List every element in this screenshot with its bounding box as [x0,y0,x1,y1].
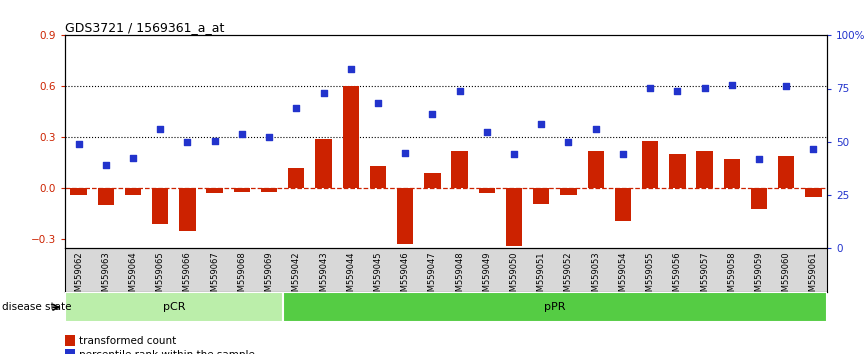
Bar [288,168,305,188]
Text: GSM559066: GSM559066 [183,251,192,302]
Point [153,126,167,132]
Bar [234,188,250,192]
Bar [125,188,141,195]
Point [561,139,575,145]
Text: GSM559052: GSM559052 [564,251,573,302]
Point [670,88,684,94]
Bar [506,188,522,246]
Point [99,162,113,167]
Bar [451,151,468,188]
Point [72,141,86,147]
Bar [724,159,740,188]
Bar [315,139,332,188]
Text: GSM559063: GSM559063 [101,251,110,302]
Bar [282,292,827,322]
Text: GSM559061: GSM559061 [809,251,818,302]
Point [180,139,194,145]
Bar [560,188,577,195]
Bar [152,188,168,224]
Bar [206,188,223,193]
Point [698,85,712,91]
Bar [642,141,658,188]
Bar [615,188,631,221]
Bar [424,173,441,188]
Text: GSM559048: GSM559048 [456,251,464,302]
Point [534,121,548,127]
Text: GSM559046: GSM559046 [401,251,410,302]
Bar [778,156,794,188]
Point [317,90,331,96]
Point [725,82,739,87]
Bar [479,188,495,193]
Text: GSM559050: GSM559050 [509,251,519,302]
Text: GSM559054: GSM559054 [618,251,627,302]
Bar [696,151,713,188]
Text: GSM559047: GSM559047 [428,251,436,302]
Bar [805,188,822,197]
Point [235,131,249,137]
Point [126,155,140,161]
Bar [65,292,282,322]
Point [208,138,222,144]
Text: GSM559069: GSM559069 [265,251,274,302]
Text: pCR: pCR [163,302,185,312]
Text: GSM559045: GSM559045 [373,251,383,302]
Text: percentile rank within the sample: percentile rank within the sample [79,350,255,354]
Point [398,150,412,155]
Text: GSM559044: GSM559044 [346,251,355,302]
Bar [669,154,686,188]
Bar [397,188,413,244]
Text: GSM559056: GSM559056 [673,251,682,302]
Text: GSM559051: GSM559051 [537,251,546,302]
Text: GSM559059: GSM559059 [754,251,764,302]
Point [453,88,467,94]
Text: GSM559053: GSM559053 [591,251,600,302]
Text: GSM559043: GSM559043 [319,251,328,302]
Text: GSM559049: GSM559049 [482,251,491,302]
Text: transformed count: transformed count [79,336,176,346]
Text: GSM559060: GSM559060 [782,251,791,302]
Bar [751,188,767,209]
Bar [98,188,114,205]
Point [589,126,603,132]
Point [616,152,630,157]
Point [425,111,439,116]
Bar [343,86,359,188]
Text: GSM559067: GSM559067 [210,251,219,302]
Point [371,101,385,106]
Point [752,156,766,162]
Text: GSM559042: GSM559042 [292,251,301,302]
Bar [179,188,196,231]
Point [289,105,303,111]
Bar [533,188,549,204]
Bar [70,188,87,195]
Text: GDS3721 / 1569361_a_at: GDS3721 / 1569361_a_at [65,21,224,34]
Text: GSM559058: GSM559058 [727,251,736,302]
Text: GSM559065: GSM559065 [156,251,165,302]
Text: GSM559062: GSM559062 [74,251,83,302]
Point [344,67,358,72]
Point [507,152,521,157]
Point [806,147,820,152]
Text: pPR: pPR [544,302,565,312]
Point [779,84,793,89]
Point [643,85,657,91]
Bar [370,166,386,188]
Text: GSM559057: GSM559057 [700,251,709,302]
Point [262,135,276,140]
Text: GSM559064: GSM559064 [128,251,138,302]
Text: disease state: disease state [2,302,71,312]
Bar [261,188,277,192]
Text: GSM559055: GSM559055 [646,251,655,302]
Bar [587,151,604,188]
Text: GSM559068: GSM559068 [237,251,246,302]
Point [480,130,494,135]
